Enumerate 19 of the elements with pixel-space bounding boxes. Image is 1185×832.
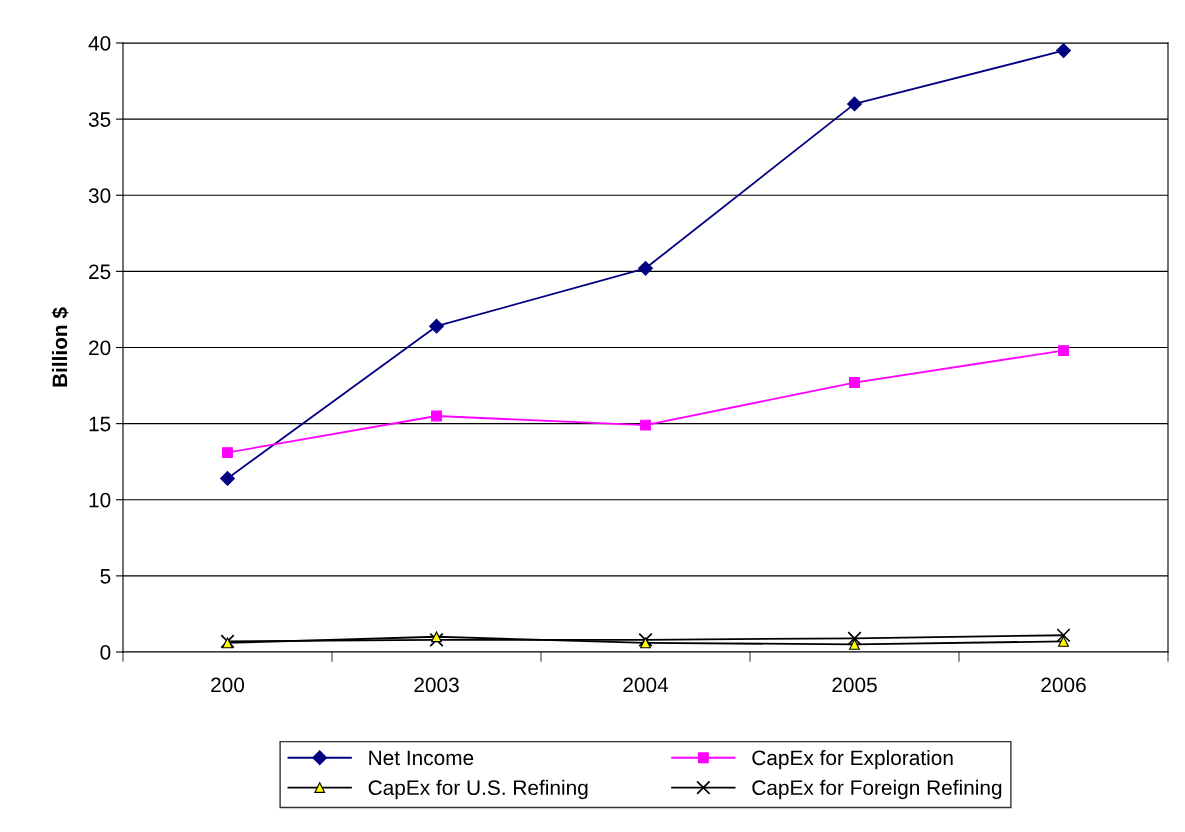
x-tick-label: 2003 [414, 677, 459, 693]
y-tick-label: 35 [88, 112, 111, 127]
x-tick-label: 200 [211, 677, 245, 693]
y-tick-label: 15 [89, 416, 111, 432]
y-tick-label: 5 [100, 569, 111, 584]
y-axis-title: Billion $ [51, 307, 69, 387]
x-tick-label: 2005 [832, 677, 877, 693]
legend-label: Net Income [369, 750, 474, 766]
y-tick-label: 30 [88, 188, 111, 203]
y-tick-label: 10 [89, 492, 111, 508]
legend-label: CapEx for Exploration [752, 749, 953, 770]
legend-label: CapEx for Foreign Refining [752, 779, 1002, 800]
x-tick-label: 2006 [1041, 677, 1086, 693]
y-tick-label: 20 [89, 340, 111, 356]
y-tick-label: 25 [89, 264, 111, 280]
y-tick-label: 40 [88, 36, 111, 51]
legend-label: CapEx for U.S. Refining [368, 779, 588, 800]
x-tick-label: 2004 [623, 677, 669, 693]
y-tick-label: 0 [100, 645, 111, 660]
